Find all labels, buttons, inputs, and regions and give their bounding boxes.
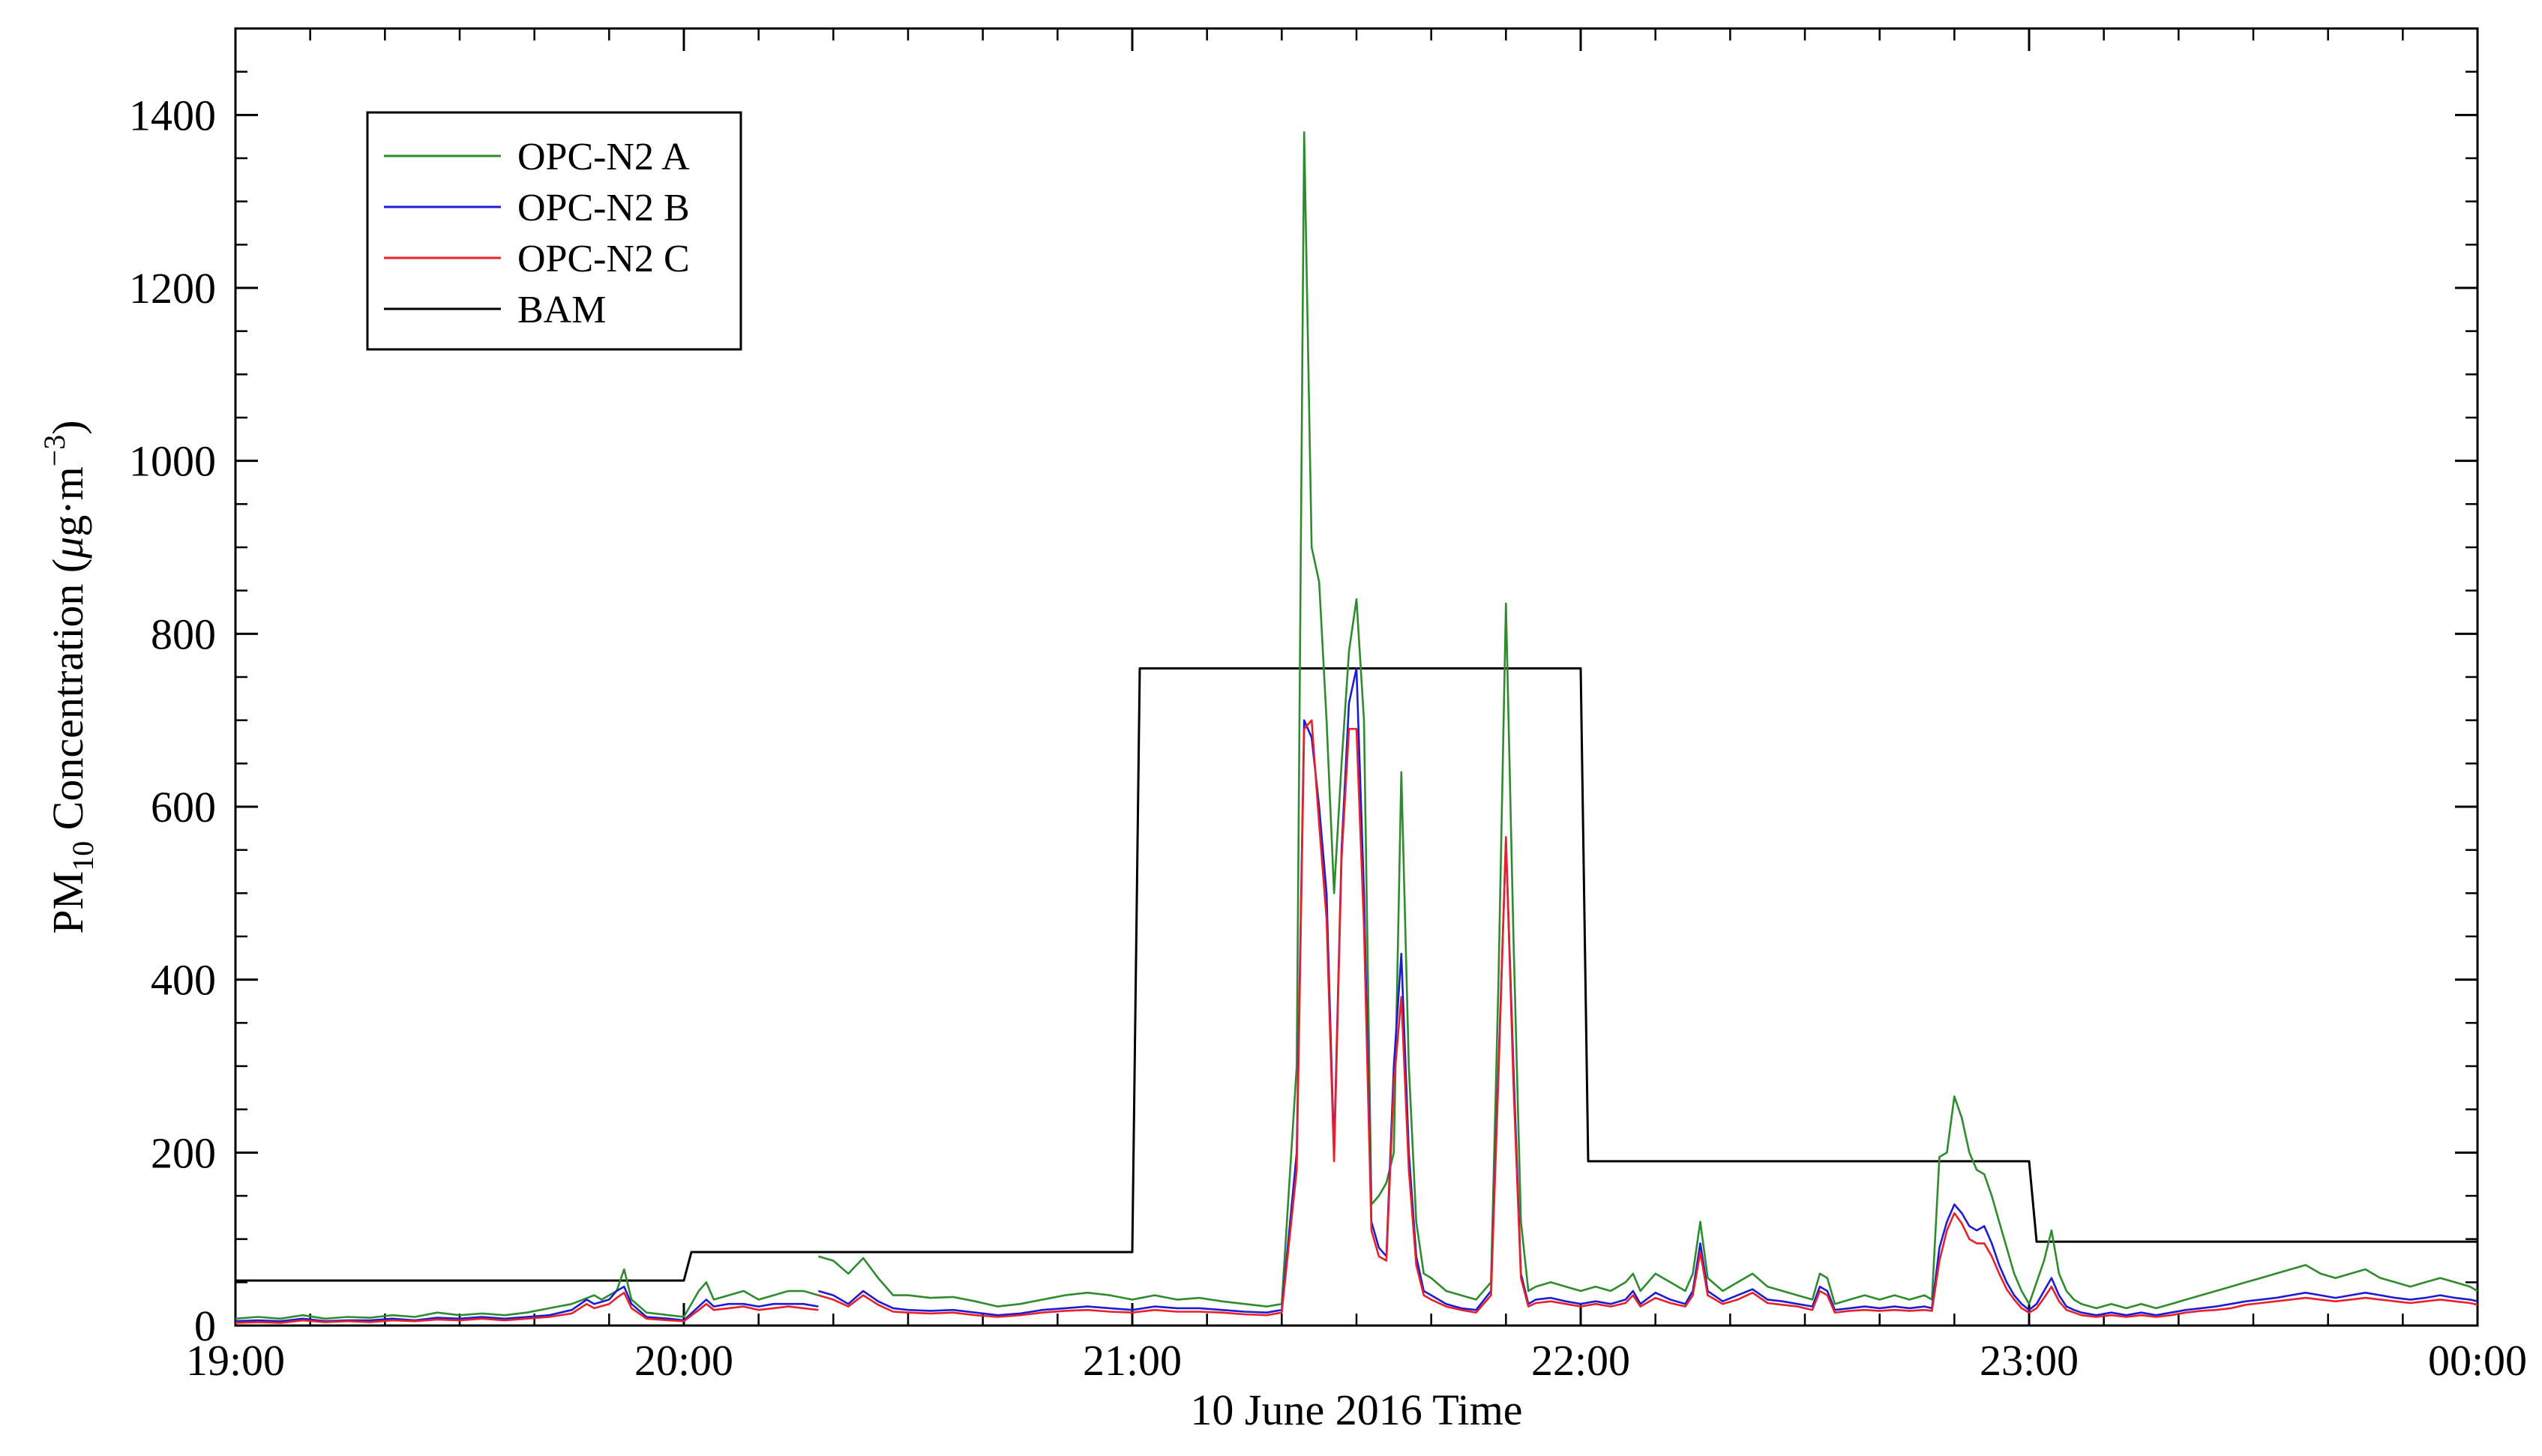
y-tick-label: 800 (151, 610, 216, 658)
series-line-opc-n2-b (235, 1285, 819, 1323)
y-axis-title-rest: Concentration ( (43, 559, 92, 841)
series-line-opc-n2-b-part2 (818, 667, 2478, 1317)
y-tick-labels: 0 200 400 600 800 1000 1200 1400 (129, 91, 216, 1350)
legend-label-opc-n2-b: OPC-N2 B (517, 187, 690, 229)
y-axis-title-main: PM (43, 871, 92, 934)
x-tick-label: 22:00 (1531, 1336, 1630, 1385)
axis-ticks (234, 27, 2479, 1327)
legend-label-bam: BAM (517, 289, 606, 331)
y-axis-title: PM10 Concentration (μg·m−3) (37, 420, 100, 933)
x-axis-title: 10 June 2016 Time (1190, 1386, 1522, 1434)
y-tick-label: 600 (151, 783, 216, 831)
y-tick-label: 0 (194, 1302, 216, 1350)
series-line-opc-n2-a-part2 (818, 131, 2478, 1310)
series-line-bam (235, 667, 2478, 1282)
y-tick-label: 400 (151, 956, 216, 1005)
y-tick-label: 1400 (129, 91, 216, 139)
legend: OPC-N2 A OPC-N2 B OPC-N2 C BAM (366, 111, 742, 351)
x-tick-label: 20:00 (634, 1336, 733, 1385)
y-axis-title-mu: μ (43, 537, 92, 559)
x-tick-label: 21:00 (1083, 1336, 1182, 1385)
y-tick-label: 1200 (129, 264, 216, 313)
series-line-opc-n2-c (235, 1291, 819, 1324)
series-line-opc-n2-c-part2 (818, 719, 2478, 1318)
y-axis-title-superscript: −3 (37, 435, 71, 467)
y-axis-title-subscript: 10 (66, 841, 100, 871)
y-tick-label: 200 (151, 1128, 216, 1177)
y-tick-label: 1000 (129, 437, 216, 486)
legend-label-opc-n2-a: OPC-N2 A (517, 136, 690, 178)
y-axis-title-close: ) (43, 420, 92, 434)
x-tick-label: 23:00 (1980, 1336, 2079, 1385)
x-tick-label: 00:00 (2428, 1336, 2527, 1385)
series-line-opc-n2-a (235, 1268, 819, 1320)
x-tick-label: 19:00 (186, 1336, 285, 1385)
series-layer (235, 131, 2478, 1324)
legend-label-opc-n2-c: OPC-N2 C (517, 238, 690, 280)
y-axis-title-units: g·m (43, 466, 92, 536)
x-tick-labels: 19:00 20:00 21:00 22:00 23:00 00:00 (186, 1336, 2527, 1385)
